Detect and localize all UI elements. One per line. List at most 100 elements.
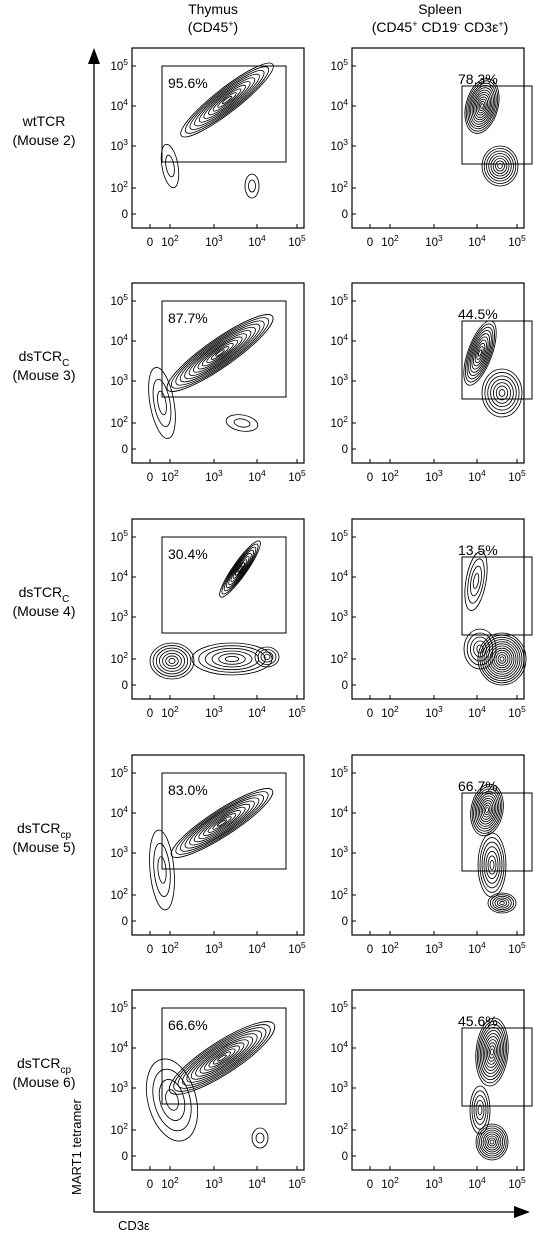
y-tick-label: 0 (122, 916, 128, 928)
x-tick-label: 104 (248, 1175, 266, 1191)
spleen-panel: 105 104 103 102 0 0 102 103 104 105 78.3% (330, 47, 533, 249)
x-tick-label: 105 (288, 704, 306, 720)
population-contour (168, 1021, 276, 1095)
y-tick-label: 104 (110, 1039, 128, 1055)
x-tick-label: 0 (147, 708, 153, 720)
x-tick-label: 102 (161, 940, 179, 956)
y-tick-label: 0 (342, 209, 348, 221)
x-tick-label: 104 (468, 704, 486, 720)
thymus-header-name: Thymus (188, 1, 238, 17)
y-tick-label: 103 (110, 372, 128, 388)
tetramer-gate (461, 85, 533, 165)
x-tick-label: 0 (147, 472, 153, 484)
y-axis-title: MART1 tetramer (69, 1098, 84, 1195)
x-tick-label: 103 (425, 940, 443, 956)
y-tick-label: 102 (330, 414, 348, 430)
y-tick-label: 105 (330, 292, 348, 308)
y-tick-label: 105 (110, 57, 128, 73)
gate-percentage: 30.4% (168, 546, 208, 562)
population-contour (481, 145, 519, 187)
tetramer-gate (161, 1007, 287, 1105)
gate-percentage: 83.0% (168, 782, 208, 798)
x-tick-label: 0 (367, 708, 373, 720)
plot-frame (131, 518, 305, 700)
spleen-header-gate: (CD45+ CD19- CD3ε+) (372, 19, 509, 35)
contour-plot (464, 78, 519, 187)
y-tick-label: 104 (330, 568, 348, 584)
y-tick-label: 103 (330, 1079, 348, 1095)
y-tick-label: 103 (110, 137, 128, 153)
x-tick-label: 104 (248, 704, 266, 720)
plot-frame (131, 989, 305, 1171)
plot-frame (351, 989, 525, 1171)
spleen-header-name: Spleen (418, 1, 462, 17)
y-tick-label: 105 (110, 528, 128, 544)
x-tick-label: 105 (508, 940, 526, 956)
x-tick-label: 0 (147, 1179, 153, 1191)
y-tick-label: 105 (110, 764, 128, 780)
contour-plot (463, 550, 527, 686)
tetramer-gate (461, 320, 533, 400)
y-tick-label: 0 (122, 444, 128, 456)
y-tick-label: 104 (330, 804, 348, 820)
x-tick-label: 0 (367, 944, 373, 956)
x-tick-label: 104 (248, 940, 266, 956)
tetramer-gate (461, 556, 533, 636)
row-label: dsTCRcp (17, 820, 72, 841)
contour-plot (148, 314, 274, 439)
x-tick-label: 103 (205, 468, 223, 484)
y-tick-label: 0 (342, 1151, 348, 1163)
x-tick-label: 103 (425, 1175, 443, 1191)
row-label: dsTCRC (19, 584, 70, 605)
contour-plot (145, 1021, 276, 1149)
x-tick-label: 102 (381, 1175, 399, 1191)
plot-frame (351, 47, 525, 229)
y-tick-label: 0 (342, 916, 348, 928)
y-tick-label: 102 (330, 179, 348, 195)
population-contour (251, 1127, 269, 1149)
population-contour (481, 368, 523, 418)
thymus-header-gate: (CD45+) (188, 19, 238, 35)
x-tick-label: 102 (161, 233, 179, 249)
population-contour (244, 173, 260, 199)
x-tick-label: 102 (381, 233, 399, 249)
plot-frame (131, 754, 305, 936)
gate-percentage: 95.6% (168, 75, 208, 91)
y-tick-label: 103 (330, 844, 348, 860)
tetramer-gate (461, 792, 533, 872)
y-tick-label: 105 (110, 292, 128, 308)
population-contour (166, 314, 274, 392)
population-contour (254, 646, 280, 668)
y-tick-label: 103 (330, 372, 348, 388)
x-tick-label: 0 (367, 472, 373, 484)
tetramer-gate (161, 65, 287, 163)
y-tick-label: 105 (330, 528, 348, 544)
population-contour (191, 642, 273, 676)
y-tick-label: 0 (122, 209, 128, 221)
population-contour (170, 788, 274, 858)
population-contour (463, 320, 497, 386)
row-label: dsTCRC (19, 348, 70, 369)
thymus-gate-end: ) (234, 19, 239, 35)
y-tick-label: 102 (330, 650, 348, 666)
row-mouse-label: (Mouse 3) (12, 367, 75, 383)
gate-percentage: 78.3% (458, 71, 498, 87)
x-tick-label: 105 (508, 233, 526, 249)
column-header-spleen: Spleen (CD45+ CD19- CD3ε+) (372, 1, 509, 35)
x-tick-label: 105 (288, 1175, 306, 1191)
row-mouse-label: (Mouse 5) (12, 839, 75, 855)
x-tick-label: 105 (288, 468, 306, 484)
thymus-panel: 105 104 103 102 0 0 102 103 104 105 95.6% (110, 47, 306, 249)
row-label: wtTCR (22, 113, 66, 129)
y-tick-label: 0 (342, 680, 348, 692)
y-axis-arrow (88, 48, 100, 1212)
x-tick-label: 0 (367, 1179, 373, 1191)
contour-plot (160, 62, 274, 199)
population-contour (487, 892, 517, 914)
row-mouse-label: (Mouse 4) (12, 603, 75, 619)
